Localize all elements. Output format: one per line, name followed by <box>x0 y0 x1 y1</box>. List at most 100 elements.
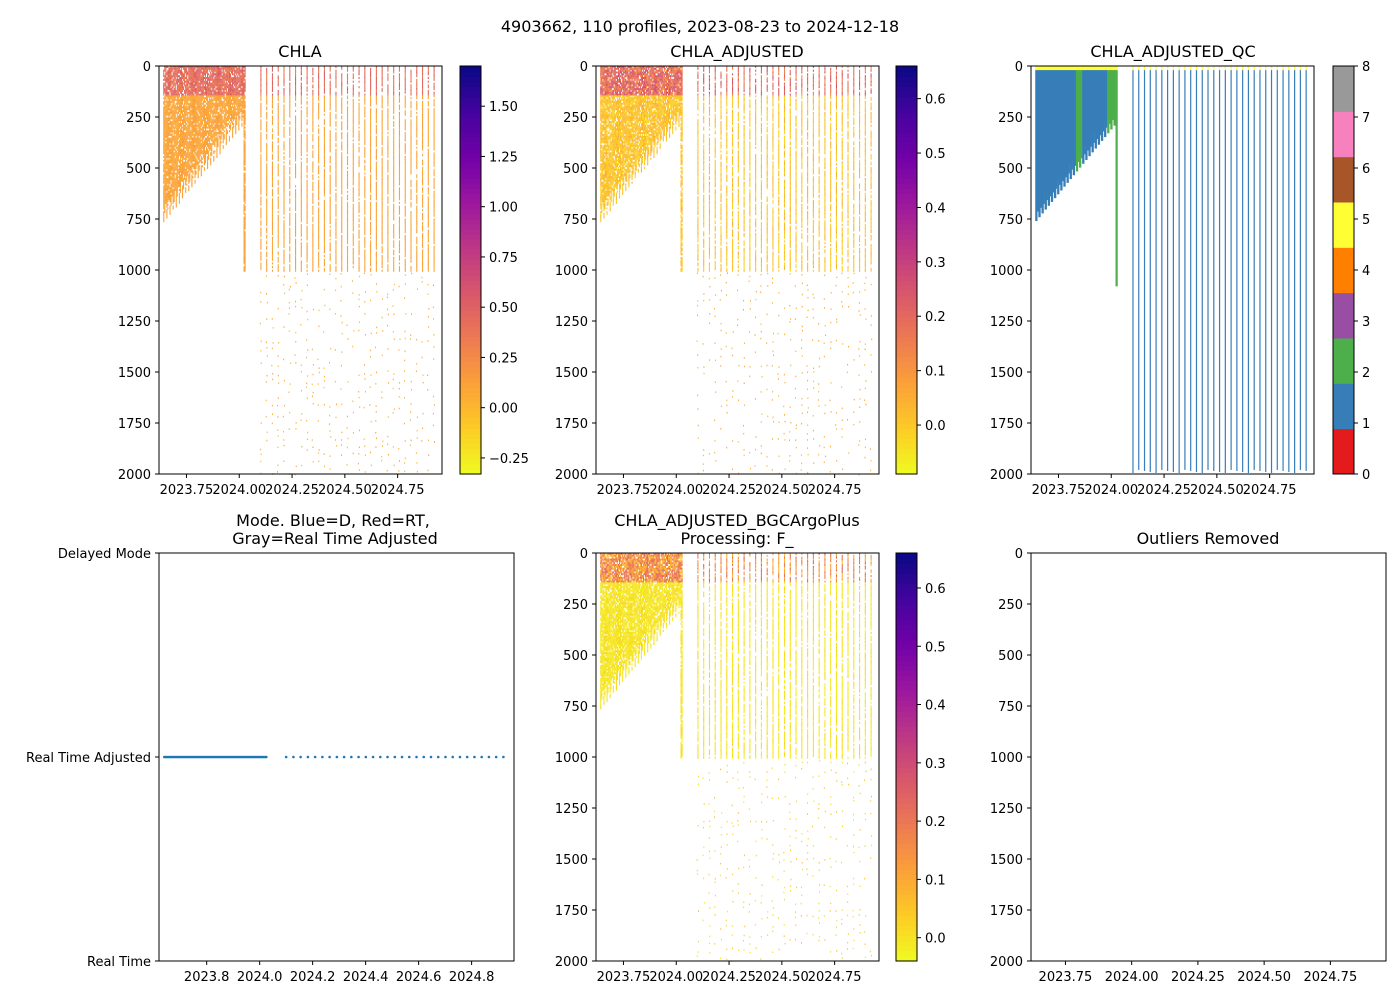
chla-cell <box>195 97 197 100</box>
chla-cell <box>209 146 211 149</box>
chla-cell <box>194 88 196 91</box>
chla-cell <box>219 119 221 122</box>
chla-cell <box>197 168 199 171</box>
chla-cell <box>228 121 231 124</box>
chla-cell <box>185 143 187 146</box>
chla-cell <box>271 111 274 114</box>
chla-cell <box>306 77 308 80</box>
chla-cell <box>185 100 187 103</box>
chla-cell <box>197 88 199 91</box>
chla-cell <box>220 110 222 113</box>
chla-cell <box>169 150 171 153</box>
chla-cell <box>277 192 279 195</box>
chla-cell <box>300 91 302 94</box>
chla-cell <box>226 84 228 87</box>
chla-cell <box>289 200 291 203</box>
chla-cell <box>214 102 216 105</box>
chla-cell <box>219 88 221 91</box>
chla-cell <box>166 132 168 135</box>
chla-cell <box>180 166 183 169</box>
chla-cell <box>191 128 193 131</box>
chla-cell <box>219 69 221 72</box>
chla-cell <box>234 104 236 107</box>
chla-cell <box>271 247 274 250</box>
chla-cell <box>237 108 239 111</box>
chla-cell <box>179 77 182 80</box>
chla-cell <box>217 119 219 122</box>
chla-cell <box>312 163 314 166</box>
chla-cell <box>271 95 274 98</box>
chla-cell <box>177 128 179 131</box>
chla-cell <box>198 144 200 147</box>
chla-cell <box>236 71 238 74</box>
chla-cell <box>169 122 171 125</box>
chla-cell <box>260 89 262 92</box>
chla-cell <box>214 119 216 122</box>
chla-cell <box>312 67 314 70</box>
chla-cell <box>203 157 205 160</box>
chla-cell <box>168 133 170 136</box>
chla-cell <box>170 75 172 78</box>
chla-cell <box>222 133 224 136</box>
chla-cell <box>260 448 262 451</box>
chla-cell <box>167 166 169 169</box>
chla-cell <box>199 100 201 103</box>
chla-cell <box>235 121 237 124</box>
chla-cell <box>294 277 296 279</box>
chla-cell <box>167 104 169 107</box>
chla-cell <box>300 218 302 221</box>
chla-cell <box>163 137 165 140</box>
chla-cell <box>260 128 262 131</box>
chla-cell <box>173 187 175 190</box>
chla-cell <box>163 165 165 168</box>
chla-cell <box>185 88 187 91</box>
chla-cell <box>181 73 184 76</box>
chla-cell <box>168 152 170 155</box>
chla-cell <box>171 163 173 166</box>
chla-cell <box>194 163 196 166</box>
chla-cell <box>204 111 207 114</box>
chla-cell <box>195 80 197 83</box>
chla-cell <box>219 150 221 153</box>
chla-cell <box>210 135 212 138</box>
chla-cell <box>179 163 182 166</box>
chla-cell <box>173 104 175 107</box>
chla-cell <box>216 106 218 109</box>
chla-cell <box>196 99 198 102</box>
chla-cell <box>164 165 166 168</box>
chla-cell <box>191 106 193 109</box>
chla-cell <box>181 194 184 197</box>
chla-cell <box>202 75 204 78</box>
chla-cell <box>198 126 200 129</box>
chla-cell <box>210 157 212 160</box>
chla-cell <box>174 130 176 133</box>
chla-cell <box>241 100 243 103</box>
chla-cell <box>167 203 169 206</box>
chla-cell <box>187 80 189 83</box>
chla-cell <box>187 163 189 166</box>
chla-cell <box>210 143 212 146</box>
chla-cell <box>179 189 182 192</box>
chla-cell <box>177 137 179 140</box>
chla-cell <box>311 395 313 398</box>
chla-cell <box>216 77 218 80</box>
chla-cell <box>225 93 227 96</box>
chla-cell <box>271 155 274 158</box>
chla-cell <box>224 121 226 124</box>
chla-cell <box>202 132 204 135</box>
chla-cell <box>183 113 185 116</box>
chla-cell <box>197 99 199 102</box>
chla-cell <box>289 99 291 102</box>
chla-cell <box>306 122 308 125</box>
chla-cell <box>169 196 171 199</box>
chla-cell <box>239 110 241 113</box>
chla-cell <box>241 113 243 116</box>
chla-cell <box>216 78 218 81</box>
chla-cell <box>184 132 186 135</box>
chla-cell <box>165 133 167 136</box>
chla-cell <box>243 189 245 192</box>
chla-cell <box>277 159 279 162</box>
chla-cell <box>229 113 232 116</box>
chla-cell <box>237 102 239 105</box>
chla-cell <box>178 69 180 72</box>
